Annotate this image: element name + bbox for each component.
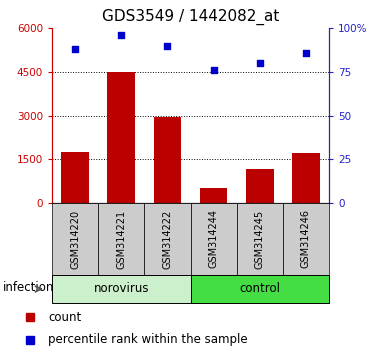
Bar (200, 188, 227, 203)
Text: norovirus: norovirus (93, 282, 149, 296)
Text: GSM314220: GSM314220 (70, 210, 80, 269)
Bar (246, 170, 273, 203)
Text: percentile rank within the sample: percentile rank within the sample (48, 333, 248, 346)
Text: GSM314246: GSM314246 (301, 210, 311, 268)
Text: infection: infection (3, 281, 54, 294)
Bar (154, 117, 181, 203)
Point (257, 60, 263, 66)
Text: control: control (239, 282, 280, 296)
Point (211, 67, 217, 73)
Text: GSM314222: GSM314222 (162, 209, 173, 269)
Bar (107, 72, 135, 203)
Point (164, 43, 170, 48)
Text: GSM314244: GSM314244 (209, 210, 219, 268)
Point (303, 50, 309, 55)
Text: GSM314221: GSM314221 (116, 210, 126, 269)
Title: GDS3549 / 1442082_at: GDS3549 / 1442082_at (102, 9, 279, 25)
Bar (292, 153, 320, 203)
Point (72, 46, 78, 52)
Text: count: count (48, 311, 82, 324)
Point (118, 32, 124, 38)
Bar (61, 152, 89, 203)
Text: GSM314245: GSM314245 (255, 210, 265, 269)
